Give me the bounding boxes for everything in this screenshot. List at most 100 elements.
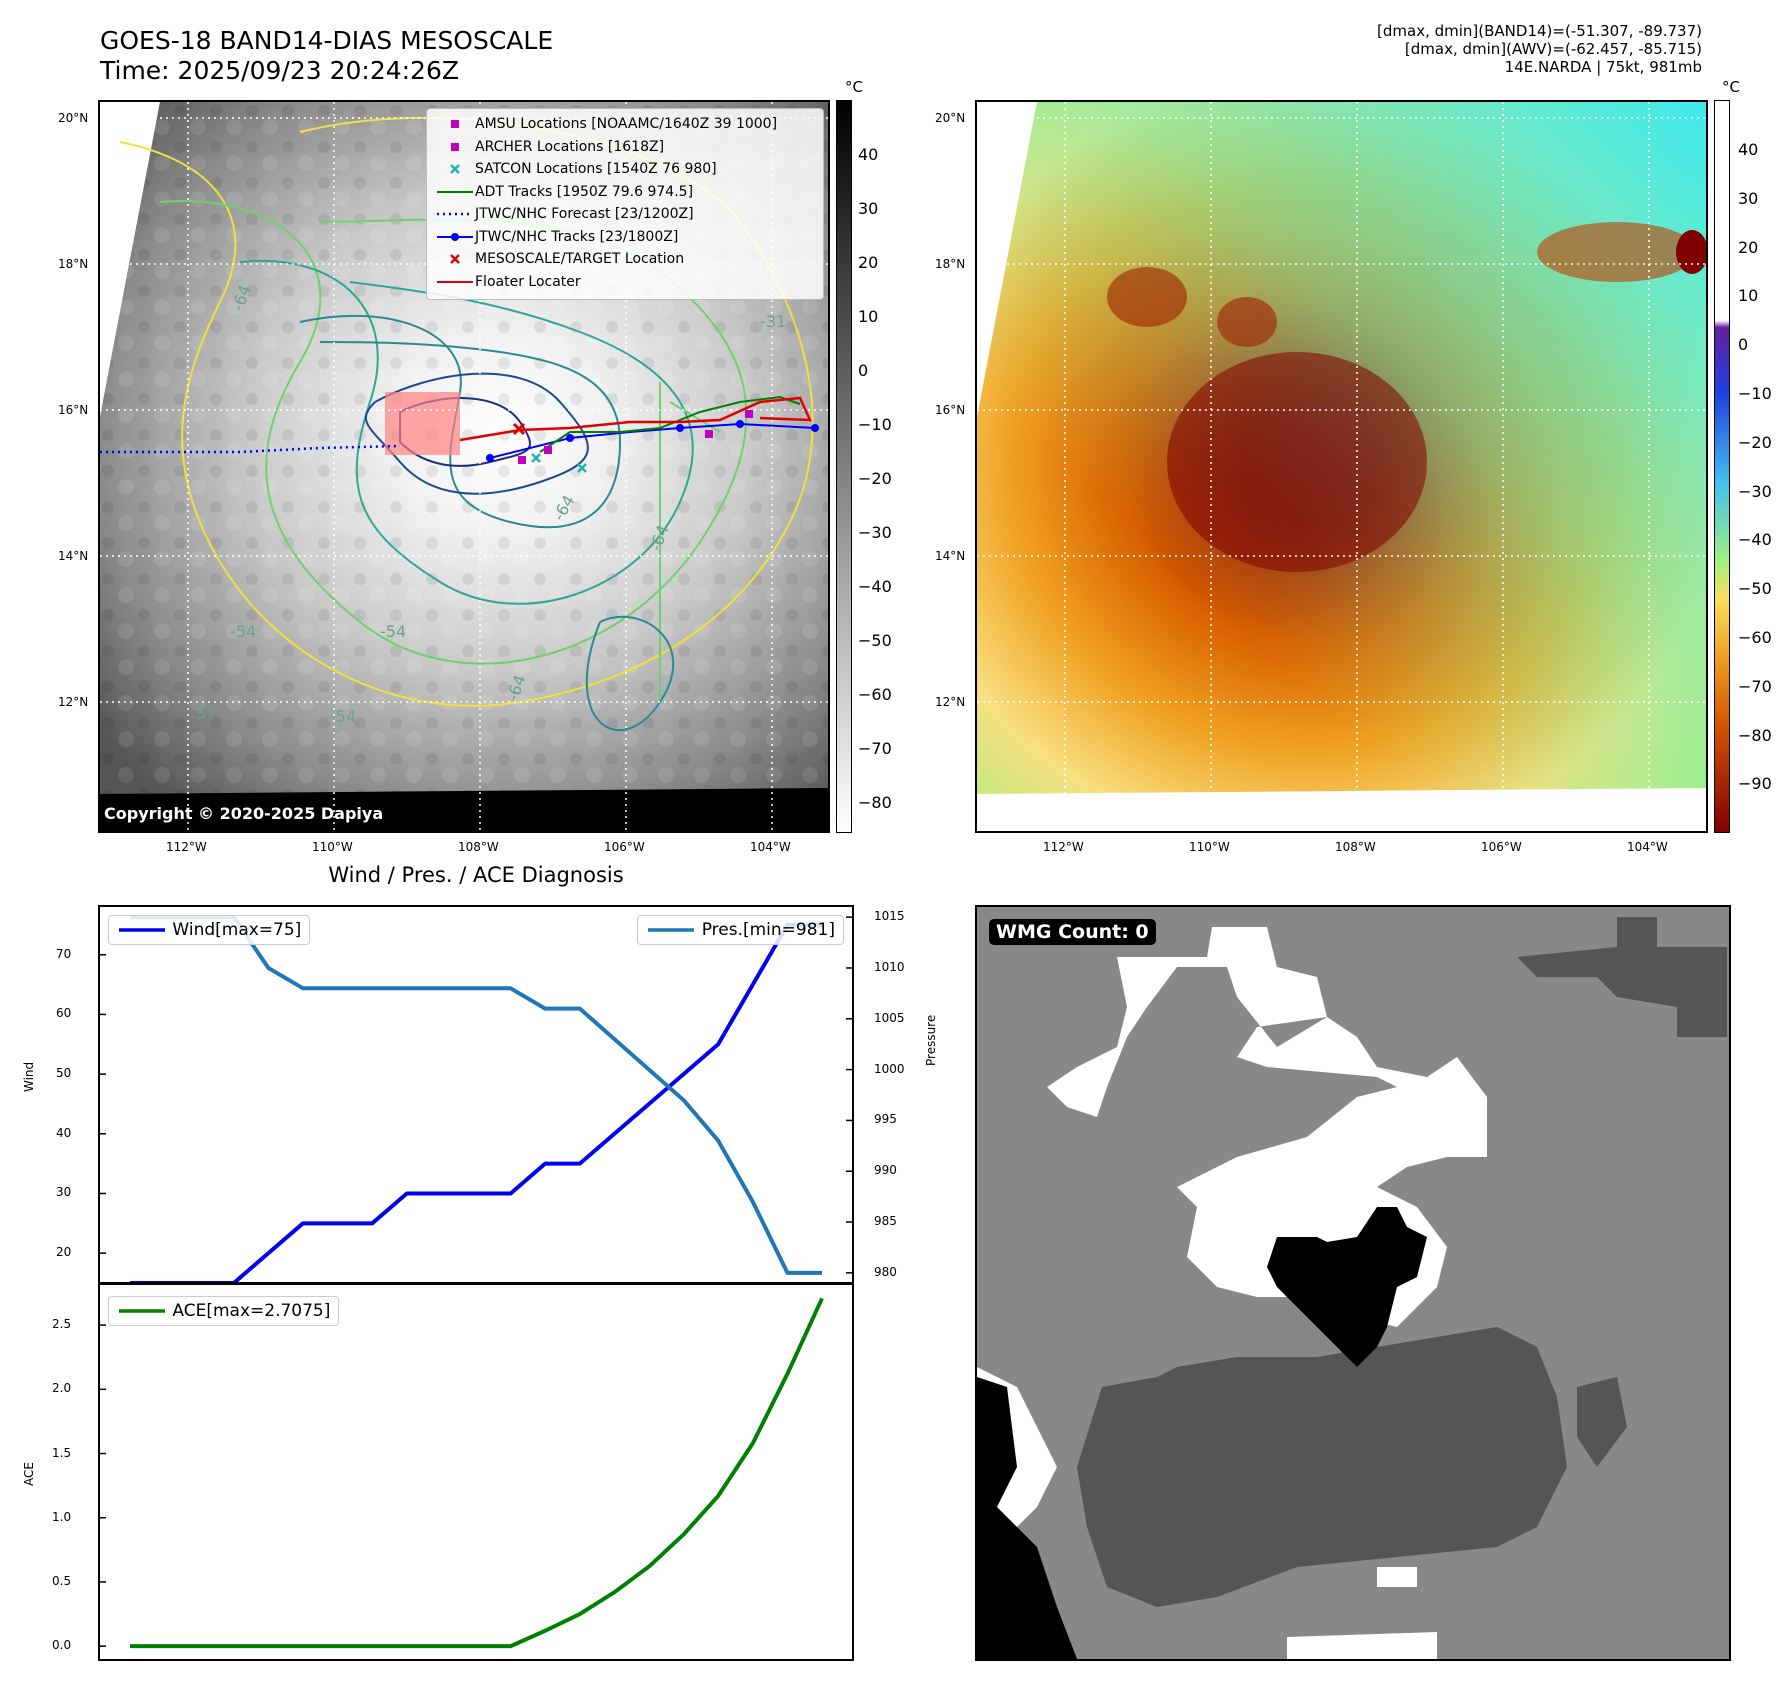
copyright-text: Copyright © 2020-2025 Dapiya	[104, 804, 384, 823]
lon-label: 112°W	[166, 840, 207, 854]
lon-label: 106°W	[1481, 840, 1522, 854]
colorbar-tick-label: 40	[1738, 140, 1759, 159]
colorbar-tick-label: 10	[1738, 286, 1759, 306]
colorbar-tick-label: 30	[858, 199, 879, 218]
colorbar-tick-label: −70	[858, 739, 892, 758]
contour-label: -31	[760, 312, 786, 331]
colorbar-tick-label: 0	[858, 361, 869, 380]
colorbar-tick-label: −70	[1738, 676, 1772, 696]
wind-tick-label: 40	[56, 1125, 72, 1140]
line-icon	[435, 276, 475, 288]
pres-line-icon	[648, 928, 695, 932]
wmg-image	[977, 907, 1729, 1659]
pressure-tick-label: 995	[874, 1112, 897, 1127]
colorbar-tick-label: 30	[1738, 188, 1759, 208]
ace-axis-label: ACE	[22, 1462, 36, 1486]
pressure-axis-label: Pressure	[924, 1014, 938, 1066]
lon-label: 110°W	[1189, 840, 1230, 854]
lat-label: 18°N	[58, 257, 89, 271]
colorbar-tick-label: −90	[1738, 774, 1772, 794]
colorbar-unit: °C	[1722, 78, 1740, 96]
ace-tick-label: 0.0	[52, 1638, 72, 1653]
legend-item-floater: Floater Locater	[427, 271, 823, 294]
legend-item-amsu: AMSU Locations [NOAAMC/1640Z 39 1000]	[427, 113, 823, 136]
colorbar-tick-label: −50	[858, 631, 892, 650]
colorbar-tick-label: −20	[858, 469, 892, 488]
colorbar-tick-label: 10	[858, 307, 879, 326]
lon-label: 104°W	[750, 840, 791, 854]
colorbar-tick-label: −20	[1738, 432, 1772, 452]
wind-tick-label: 60	[56, 1006, 72, 1021]
wind-series-line	[130, 922, 822, 1285]
colorbar-tick-label: −80	[858, 793, 892, 812]
lon-label: 104°W	[1627, 840, 1668, 854]
ir-color-image	[977, 102, 1706, 831]
line-dot-icon	[435, 231, 475, 243]
contour-label: -54	[380, 622, 406, 641]
x-marker-icon	[435, 253, 475, 265]
pressure-tick-label: 1005	[874, 1010, 905, 1025]
legend-item-mesoscale: MESOSCALE/TARGET Location	[427, 248, 823, 271]
colorbar-tick-label: −10	[858, 415, 892, 434]
colorbar-unit: °C	[845, 78, 863, 96]
lon-label: 106°W	[604, 840, 645, 854]
square-marker-icon	[435, 118, 475, 130]
lat-label: 16°N	[935, 403, 966, 417]
ace-tick-label: 0.5	[52, 1573, 72, 1588]
ace-line-icon	[119, 1309, 165, 1313]
wind-tick-label: 70	[56, 946, 72, 961]
ace-legend: ACE[max=2.7075]	[108, 1296, 340, 1326]
product-title: GOES-18 BAND14-DIAS MESOSCALE Time: 2025…	[100, 26, 553, 86]
pressure-series-line	[130, 915, 822, 1275]
wind-tick-label: 30	[56, 1185, 72, 1200]
ace-tick-label: 2.5	[52, 1317, 72, 1332]
color-colorbar	[1714, 100, 1730, 833]
x-marker-icon	[435, 163, 475, 175]
contour-label: -54	[230, 622, 256, 641]
pressure-tick-label: 1010	[874, 959, 905, 974]
ace-series-line	[130, 1297, 824, 1649]
legend-item-forecast: JTWC/NHC Forecast [23/1200Z]	[427, 203, 823, 226]
ir-color-map[interactable]	[975, 100, 1708, 833]
ace-tick-label: 2.0	[52, 1381, 72, 1396]
ace-chart: ACE[max=2.7075]	[98, 1282, 854, 1661]
legend-item-satcon: SATCON Locations [1540Z 76 980]	[427, 158, 823, 181]
colorbar-tick-label: −10	[1738, 384, 1772, 403]
colorbar-tick-label: −60	[858, 685, 892, 704]
ir-grayscale-map[interactable]: -64 -64 -54 -54 -54 -31 -31 -64 -64 Copy…	[98, 100, 830, 833]
contour-label: -54	[330, 707, 356, 726]
colorbar-tick-label: −40	[1738, 530, 1772, 550]
colorbar-tick-label: 20	[858, 253, 879, 272]
colorbar-tick-label: −80	[1738, 725, 1772, 745]
legend-item-tracks: JTWC/NHC Tracks [23/1800Z]	[427, 226, 823, 249]
wind-tick-label: 20	[56, 1245, 72, 1260]
lat-label: 20°N	[935, 111, 966, 125]
colorbar-tick-label: −50	[1738, 579, 1772, 599]
lon-label: 108°W	[1335, 840, 1376, 854]
colorbar-tick-label: −60	[1738, 628, 1772, 647]
lat-label: 20°N	[58, 111, 89, 125]
title-line-1: GOES-18 BAND14-DIAS MESOSCALE	[100, 26, 554, 55]
pressure-tick-label: 990	[874, 1163, 897, 1178]
lat-label: 16°N	[58, 403, 89, 417]
info-line-3: 14E.NARDA | 75kt, 981mb	[1504, 58, 1702, 76]
lat-label: 12°N	[58, 695, 89, 709]
wmg-count-badge: WMG Count: 0	[989, 919, 1156, 945]
diagnosis-chart-title: Wind / Pres. / ACE Diagnosis	[328, 863, 624, 887]
pressure-tick-label: 985	[874, 1214, 897, 1229]
colorbar-tick-label: 40	[858, 145, 879, 164]
dotted-line-icon	[435, 208, 475, 220]
colorbar-tick-label: −30	[1738, 481, 1772, 501]
lat-label: 18°N	[935, 257, 966, 271]
wmg-map[interactable]: WMG Count: 0	[975, 905, 1731, 1661]
info-line-2: [dmax, dmin](AWV)=(-62.457, -85.715)	[1404, 40, 1702, 58]
wind-axis-label: Wind	[22, 1061, 36, 1092]
pressure-tick-label: 1015	[874, 909, 905, 924]
line-icon	[435, 186, 475, 198]
square-marker-icon	[435, 141, 475, 153]
info-line-1: [dmax, dmin](BAND14)=(-51.307, -89.737)	[1377, 22, 1702, 40]
colorbar-tick-label: −30	[858, 523, 892, 542]
legend-item-archer: ARCHER Locations [1618Z]	[427, 136, 823, 159]
pressure-tick-label: 1000	[874, 1061, 905, 1076]
ace-plot	[100, 1297, 824, 1649]
